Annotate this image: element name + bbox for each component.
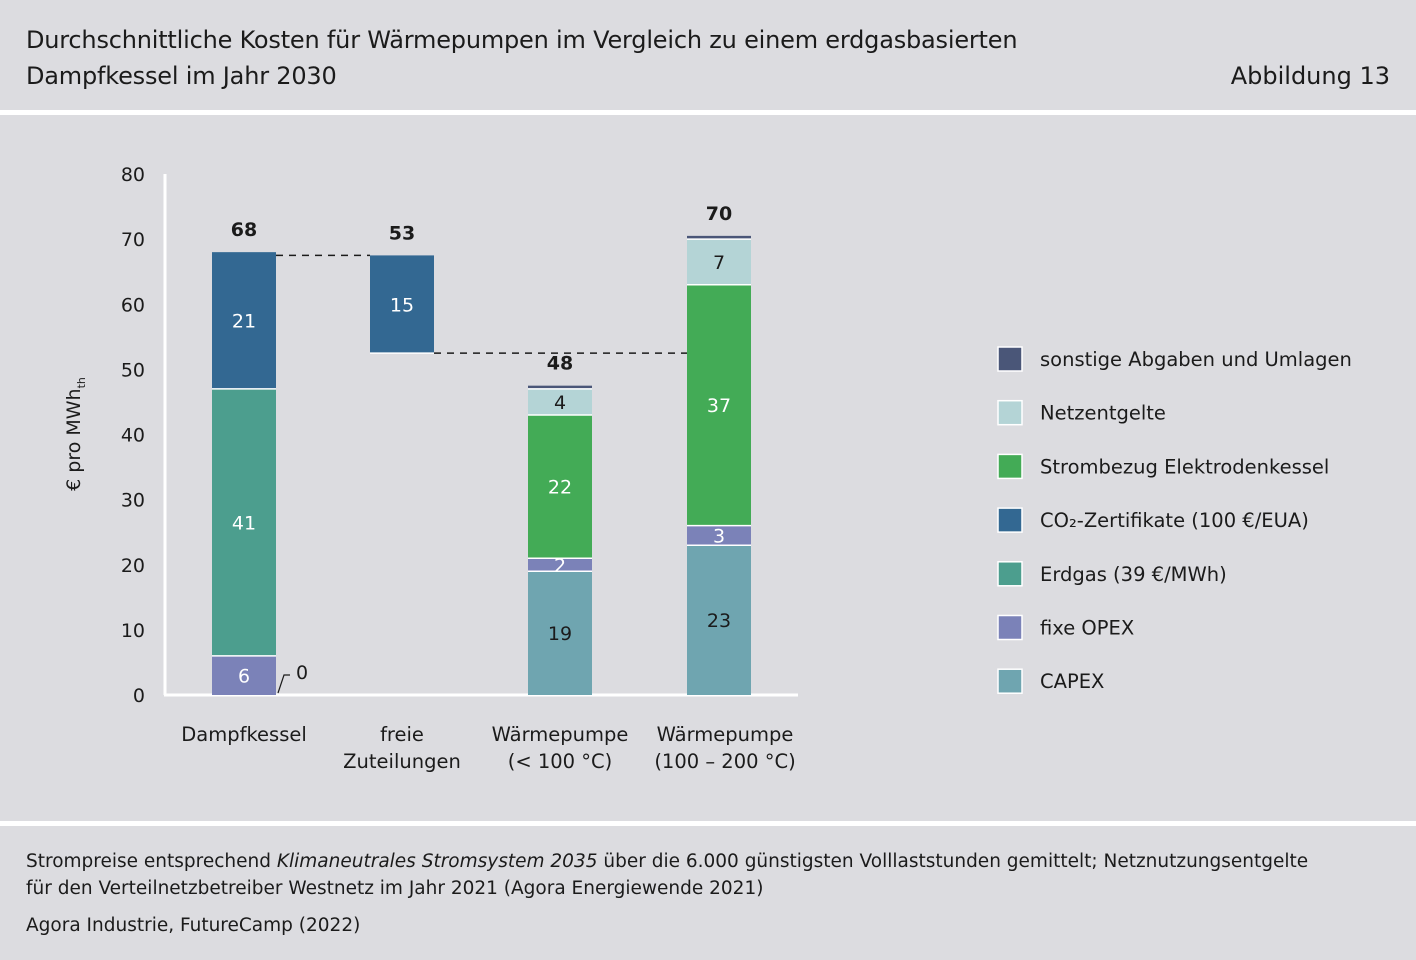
data-label: 21 xyxy=(232,311,256,333)
legend-swatch xyxy=(997,614,1023,641)
y-tick-label: 60 xyxy=(121,294,145,316)
data-label: 3 xyxy=(713,525,725,547)
total-label: 53 xyxy=(389,222,415,244)
figure-number: Abbildung 13 xyxy=(1230,62,1390,90)
data-label: 4 xyxy=(554,392,566,414)
footnote-line-2: für den Verteilnetzbetreiber Westnetz im… xyxy=(26,878,764,899)
legend-swatch xyxy=(997,399,1023,426)
bar-segment xyxy=(528,414,592,559)
footnote: Strompreise entsprechend Klimaneutrales … xyxy=(26,848,1396,902)
data-label: 37 xyxy=(707,395,731,417)
bar-segment xyxy=(370,255,434,354)
data-label: 7 xyxy=(713,252,725,274)
category-label: Wärmepumpe xyxy=(492,723,629,746)
data-label: 19 xyxy=(548,623,572,645)
y-tick-label: 0 xyxy=(133,685,145,707)
chart-title: Durchschnittliche Kosten für Wärmepumpen… xyxy=(26,22,1126,94)
footnote-text-1: Strompreise entsprechend xyxy=(26,851,277,872)
legend-label: Strombezug Elektrodenkessel xyxy=(1040,455,1329,478)
legend-label: Erdgas (39 €/MWh) xyxy=(1040,563,1227,586)
legend-swatch xyxy=(997,507,1023,533)
legend-swatch xyxy=(997,453,1023,480)
category-label: Wärmepumpe xyxy=(657,723,794,746)
total-label: 68 xyxy=(231,219,257,241)
bottom-divider xyxy=(0,821,1416,826)
legend-swatch xyxy=(997,668,1023,694)
data-label: 22 xyxy=(548,477,572,499)
y-tick-label: 10 xyxy=(121,620,145,642)
data-label: 23 xyxy=(707,610,731,632)
legend-label: Netzentgelte xyxy=(1040,402,1166,425)
data-label: 2 xyxy=(554,555,566,577)
title-line-1: Durchschnittliche Kosten für Wärmepumpen… xyxy=(26,26,1018,54)
title-line-2: Dampfkessel im Jahr 2030 xyxy=(26,62,337,90)
bar-segment xyxy=(528,558,592,572)
bar-segment xyxy=(528,388,592,415)
bar-segment xyxy=(687,284,751,526)
category-label: Zuteilungen xyxy=(343,750,461,773)
y-tick-label: 50 xyxy=(121,359,145,381)
legend-swatch xyxy=(997,561,1023,587)
data-label: 6 xyxy=(238,665,250,687)
annotation-leader xyxy=(277,674,290,694)
total-label: 48 xyxy=(547,353,573,375)
legend-label: CAPEX xyxy=(1040,670,1104,693)
category-label: (< 100 °C) xyxy=(508,750,613,773)
header: Durchschnittliche Kosten für Wärmepumpen… xyxy=(0,0,1416,110)
annotation-label: 0 xyxy=(296,662,308,684)
bar-segment xyxy=(528,385,592,389)
legend-label: fixe OPEX xyxy=(1040,617,1134,640)
top-divider xyxy=(0,110,1416,115)
data-label: 15 xyxy=(390,294,414,316)
legend-swatch xyxy=(997,346,1023,372)
category-label: (100 – 200 °C) xyxy=(654,750,795,773)
bar-segment xyxy=(687,239,751,285)
data-label: 41 xyxy=(232,512,256,534)
y-tick-label: 80 xyxy=(121,164,145,186)
bar-segment xyxy=(687,545,751,695)
legend-label: CO₂-Zertifikate (100 €/EUA) xyxy=(1040,509,1309,532)
footnote-italic: Klimaneutrales Stromsystem 2035 xyxy=(276,851,598,872)
bar-segment xyxy=(528,571,592,695)
y-tick-label: 30 xyxy=(121,490,145,512)
total-label: 70 xyxy=(706,203,732,225)
bar-segment xyxy=(212,252,276,389)
legend-label: sonstige Abgaben und Umlagen xyxy=(1040,348,1352,371)
bar-segment xyxy=(687,525,751,546)
bar-segment xyxy=(212,655,276,695)
category-label: Dampfkessel xyxy=(181,723,307,746)
source-line: Agora Industrie, FutureCamp (2022) xyxy=(26,915,361,936)
y-tick-label: 20 xyxy=(121,555,145,577)
y-tick-label: 70 xyxy=(121,229,145,251)
footnote-text-2: über die 6.000 günstigsten Volllaststund… xyxy=(597,851,1309,872)
y-axis-label: € pro MWhth xyxy=(63,377,88,491)
category-label: freie xyxy=(380,723,424,746)
footer: Strompreise entsprechend Klimaneutrales … xyxy=(26,848,1396,939)
y-tick-label: 40 xyxy=(121,425,145,447)
bar-segment xyxy=(212,388,276,656)
bar-segment xyxy=(687,235,751,240)
